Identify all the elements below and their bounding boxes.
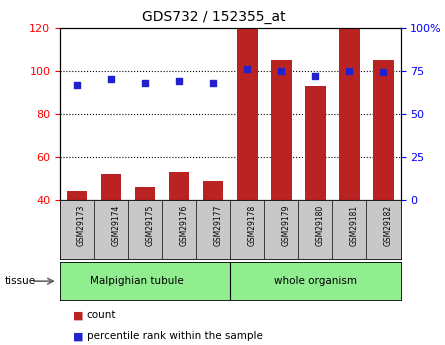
Text: GDS732 / 152355_at: GDS732 / 152355_at: [142, 10, 285, 24]
Text: GSM29177: GSM29177: [213, 205, 222, 246]
Bar: [373, 60, 394, 200]
Bar: [135, 187, 155, 200]
Point: [346, 68, 353, 73]
Text: ■: ■: [73, 331, 84, 341]
Point: [210, 80, 217, 86]
Text: GSM29174: GSM29174: [111, 205, 120, 246]
Text: percentile rank within the sample: percentile rank within the sample: [87, 331, 263, 341]
Point: [176, 78, 183, 84]
Bar: [169, 172, 190, 200]
Text: GSM29173: GSM29173: [77, 205, 86, 246]
Point: [312, 73, 319, 79]
Text: GSM29182: GSM29182: [384, 205, 392, 246]
Text: GSM29178: GSM29178: [247, 205, 256, 246]
Point: [244, 66, 251, 72]
Point: [278, 68, 285, 73]
Text: GSM29179: GSM29179: [281, 205, 290, 246]
Text: GSM29180: GSM29180: [316, 205, 324, 246]
Point: [380, 70, 387, 75]
Text: count: count: [87, 310, 116, 321]
Point: [142, 80, 149, 86]
Bar: [339, 28, 360, 200]
Bar: [101, 174, 121, 200]
Point: [73, 82, 81, 87]
Text: ■: ■: [73, 310, 84, 321]
Text: GSM29176: GSM29176: [179, 205, 188, 246]
Bar: [67, 191, 87, 200]
Text: Malpighian tubule: Malpighian tubule: [90, 276, 183, 286]
Text: GSM29181: GSM29181: [349, 205, 358, 246]
Bar: [203, 181, 223, 200]
Text: tissue: tissue: [4, 276, 36, 286]
Bar: [237, 28, 258, 200]
Text: whole organism: whole organism: [274, 276, 357, 286]
Text: GSM29175: GSM29175: [145, 205, 154, 246]
Bar: [271, 60, 291, 200]
Bar: [305, 86, 326, 200]
Point: [108, 77, 115, 82]
